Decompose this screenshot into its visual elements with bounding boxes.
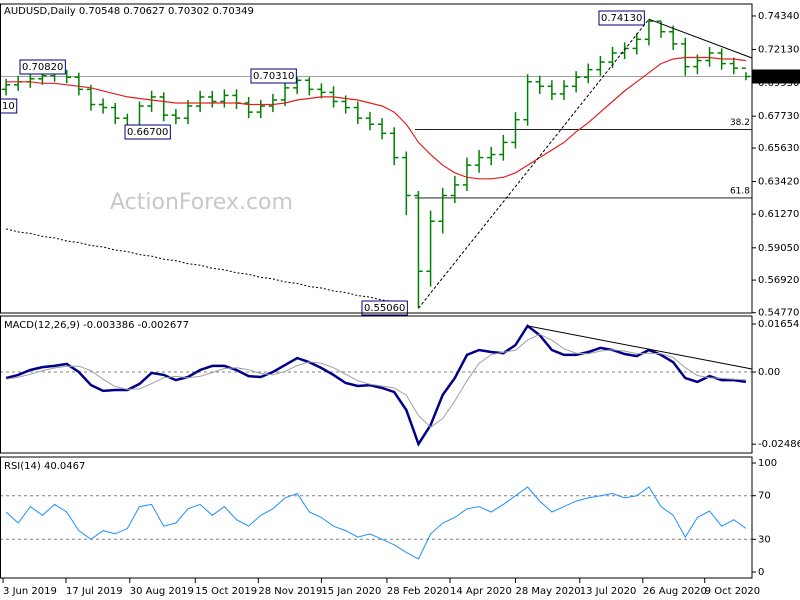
long-moving-average xyxy=(5,228,407,304)
x-tick-label: 13 Jul 2020 xyxy=(580,586,637,597)
y-tick-label: 0.63420 xyxy=(758,177,799,188)
moving-average xyxy=(6,56,746,180)
y-tick-label: 0 xyxy=(758,567,764,578)
macd-trendline xyxy=(527,325,753,370)
y-tick-label: 0.01654 xyxy=(758,319,799,330)
annotation-label: 0.70820 xyxy=(22,62,63,73)
indicator-line xyxy=(5,486,747,560)
x-tick-label: 28 Nov 2019 xyxy=(258,586,322,597)
panel-frame xyxy=(0,456,753,579)
x-tick-label: 15 Jan 2020 xyxy=(321,586,381,597)
y-tick-label: 0.72130 xyxy=(758,44,799,55)
panel-title: MACD(12,26,9) -0.003386 -0.002677 xyxy=(4,320,189,331)
y-tick-label: -0.02486 xyxy=(758,439,800,450)
panel-title: RSI(14) 40.0467 xyxy=(4,461,85,472)
x-tick-label: 26 Aug 2020 xyxy=(643,586,707,597)
x-tick-label: 3 Jun 2019 xyxy=(3,586,57,597)
watermark: ActionForex.com xyxy=(110,190,293,215)
y-tick-label: 0.00 xyxy=(758,367,780,378)
y-tick-label: 0.59050 xyxy=(758,243,799,254)
annotation-box xyxy=(250,68,297,84)
annotation-box xyxy=(598,10,645,26)
annotation-label: 0.55060 xyxy=(364,303,405,314)
y-tick-label: 70 xyxy=(758,491,771,502)
y-tick-label: 100 xyxy=(758,458,777,469)
annotation-box xyxy=(361,300,408,316)
y-tick-label: 0.54770 xyxy=(758,308,799,319)
x-tick-label: 15 Oct 2019 xyxy=(195,586,257,597)
annotation-label: 0.74130 xyxy=(601,13,642,24)
annotation-label: 0.66700 xyxy=(127,127,168,138)
indicator-line xyxy=(6,333,746,428)
annotation-box xyxy=(19,59,66,75)
last-price-label: 0.70349 xyxy=(756,71,797,82)
panel-frame xyxy=(0,315,753,454)
annotation-box xyxy=(124,124,171,140)
y-tick-label: 0.74340 xyxy=(758,11,799,22)
chart-title: AUDUSD,Daily 0.70548 0.70627 0.70302 0.7… xyxy=(4,6,254,17)
y-tick-label: 0.56920 xyxy=(758,275,799,286)
x-tick-label: 30 Aug 2019 xyxy=(130,586,194,597)
fib-label: 38.2 xyxy=(730,118,750,128)
y-tick-label: 0.67730 xyxy=(758,111,799,122)
annotation-label: 10 xyxy=(2,101,15,112)
x-tick-label: 28 Feb 2020 xyxy=(387,586,449,597)
y-tick-label: 0.65630 xyxy=(758,143,799,154)
x-tick-label: 9 Oct 2020 xyxy=(705,586,760,597)
annotation-box xyxy=(0,98,18,114)
fib-label: 61.8 xyxy=(730,186,750,196)
trendline xyxy=(648,18,753,59)
x-tick-label: 17 Jul 2019 xyxy=(66,586,123,597)
trendline-dashed xyxy=(418,18,650,309)
y-tick-label: 0.61270 xyxy=(758,209,799,220)
panel-frame xyxy=(0,3,753,314)
x-tick-label: 28 May 2020 xyxy=(515,586,580,597)
x-tick-label: 14 Apr 2020 xyxy=(450,586,512,597)
y-tick-label: 30 xyxy=(758,534,771,545)
last-price-box xyxy=(752,69,800,84)
annotation-label: 0.70310 xyxy=(253,71,294,82)
